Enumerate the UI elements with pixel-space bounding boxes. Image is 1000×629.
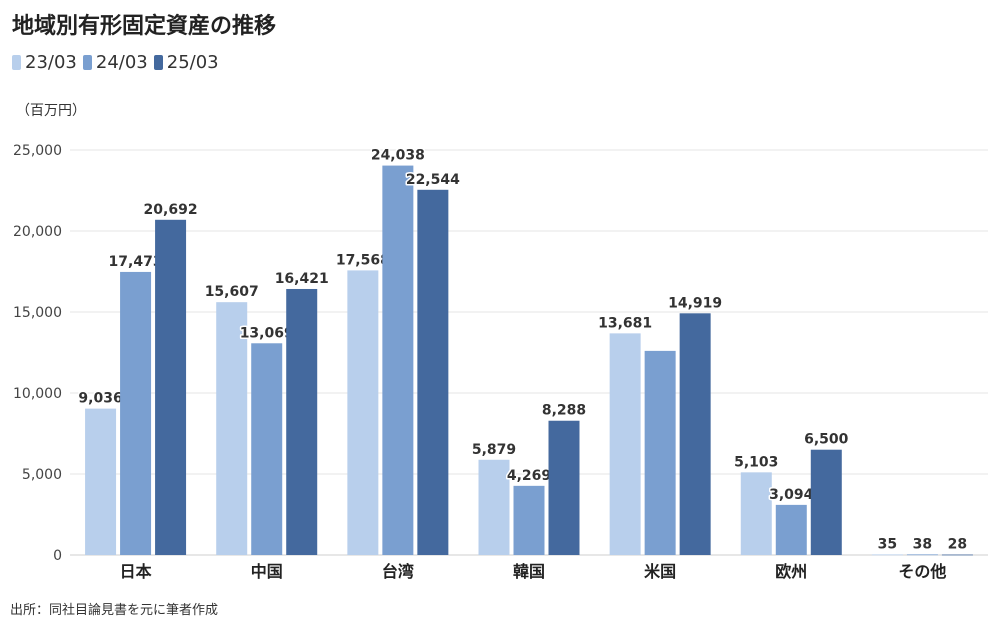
bar — [155, 219, 187, 555]
legend-swatch-25-03 — [153, 55, 163, 70]
y-tick-label: 20,000 — [13, 224, 62, 240]
chart-legend: 23/03 24/03 25/03 — [12, 52, 219, 73]
data-label: 24,038 — [371, 148, 425, 164]
data-label: 13,069 — [240, 325, 294, 341]
legend-label-24-03: 24/03 — [95, 52, 148, 73]
bar — [609, 333, 641, 555]
bar — [216, 302, 248, 555]
data-label: 6,500 — [804, 432, 849, 448]
chart-title: 地域別有形固定資産の推移 — [12, 14, 277, 39]
bar — [871, 554, 903, 556]
bar — [382, 165, 414, 555]
bar — [906, 554, 938, 556]
data-label: 4,269 — [507, 468, 551, 484]
data-label: 22,544 — [406, 172, 460, 188]
x-category-label: その他 — [898, 562, 946, 581]
y-tick-label: 10,000 — [13, 386, 62, 402]
data-label: 15,607 — [205, 284, 259, 300]
data-label: 8,288 — [542, 403, 586, 419]
x-category-label: 日本 — [120, 562, 152, 581]
x-category-label: 欧州 — [775, 562, 807, 581]
y-tick-label: 5,000 — [22, 467, 62, 483]
legend-swatch-23-03 — [12, 55, 21, 70]
legend-item-25-03: 25/03 — [153, 52, 219, 73]
bar — [478, 459, 510, 555]
data-label: 14,919 — [668, 295, 722, 311]
source-note: 出所：同社目論見書を元に筆者作成 — [10, 603, 219, 618]
data-label: 5,879 — [472, 442, 516, 458]
x-category-label: 韓国 — [513, 562, 545, 581]
legend-label-25-03: 25/03 — [166, 52, 219, 73]
data-label: 17,568 — [336, 252, 390, 268]
x-category-label: 米国 — [644, 562, 676, 581]
bar — [251, 343, 283, 555]
data-label: 16,421 — [275, 271, 329, 287]
bar — [679, 313, 711, 555]
x-category-label: 中国 — [251, 562, 283, 581]
bar — [644, 350, 676, 555]
data-label: 3,094 — [769, 487, 814, 503]
bar — [775, 504, 807, 555]
data-label: 13,681 — [598, 315, 652, 331]
data-label: 20,692 — [144, 202, 198, 218]
legend-item-24-03: 24/03 — [82, 52, 148, 73]
data-label: 28 — [948, 537, 967, 553]
bar — [548, 420, 580, 555]
bar — [286, 288, 318, 555]
bar — [810, 449, 842, 555]
y-tick-label: 15,000 — [13, 305, 62, 321]
bar — [347, 270, 379, 555]
y-tick-label: 25,000 — [13, 143, 62, 159]
data-label: 9,036 — [78, 391, 122, 407]
bar — [513, 485, 545, 555]
bar — [120, 271, 152, 555]
x-category-label: 台湾 — [382, 562, 414, 581]
data-label: 5,103 — [734, 454, 778, 470]
data-label: 17,473 — [109, 254, 163, 270]
legend-item-23-03: 23/03 — [12, 52, 77, 73]
data-label: 38 — [913, 536, 932, 552]
legend-label-23-03: 23/03 — [25, 52, 77, 73]
bar — [941, 554, 973, 556]
bar — [417, 189, 449, 555]
y-tick-label: 0 — [53, 548, 62, 564]
bar — [85, 408, 117, 555]
data-label: 35 — [878, 536, 897, 552]
legend-swatch-24-03 — [82, 55, 92, 70]
bar — [740, 472, 772, 555]
y-axis-unit-label: （百万円） — [16, 103, 86, 119]
